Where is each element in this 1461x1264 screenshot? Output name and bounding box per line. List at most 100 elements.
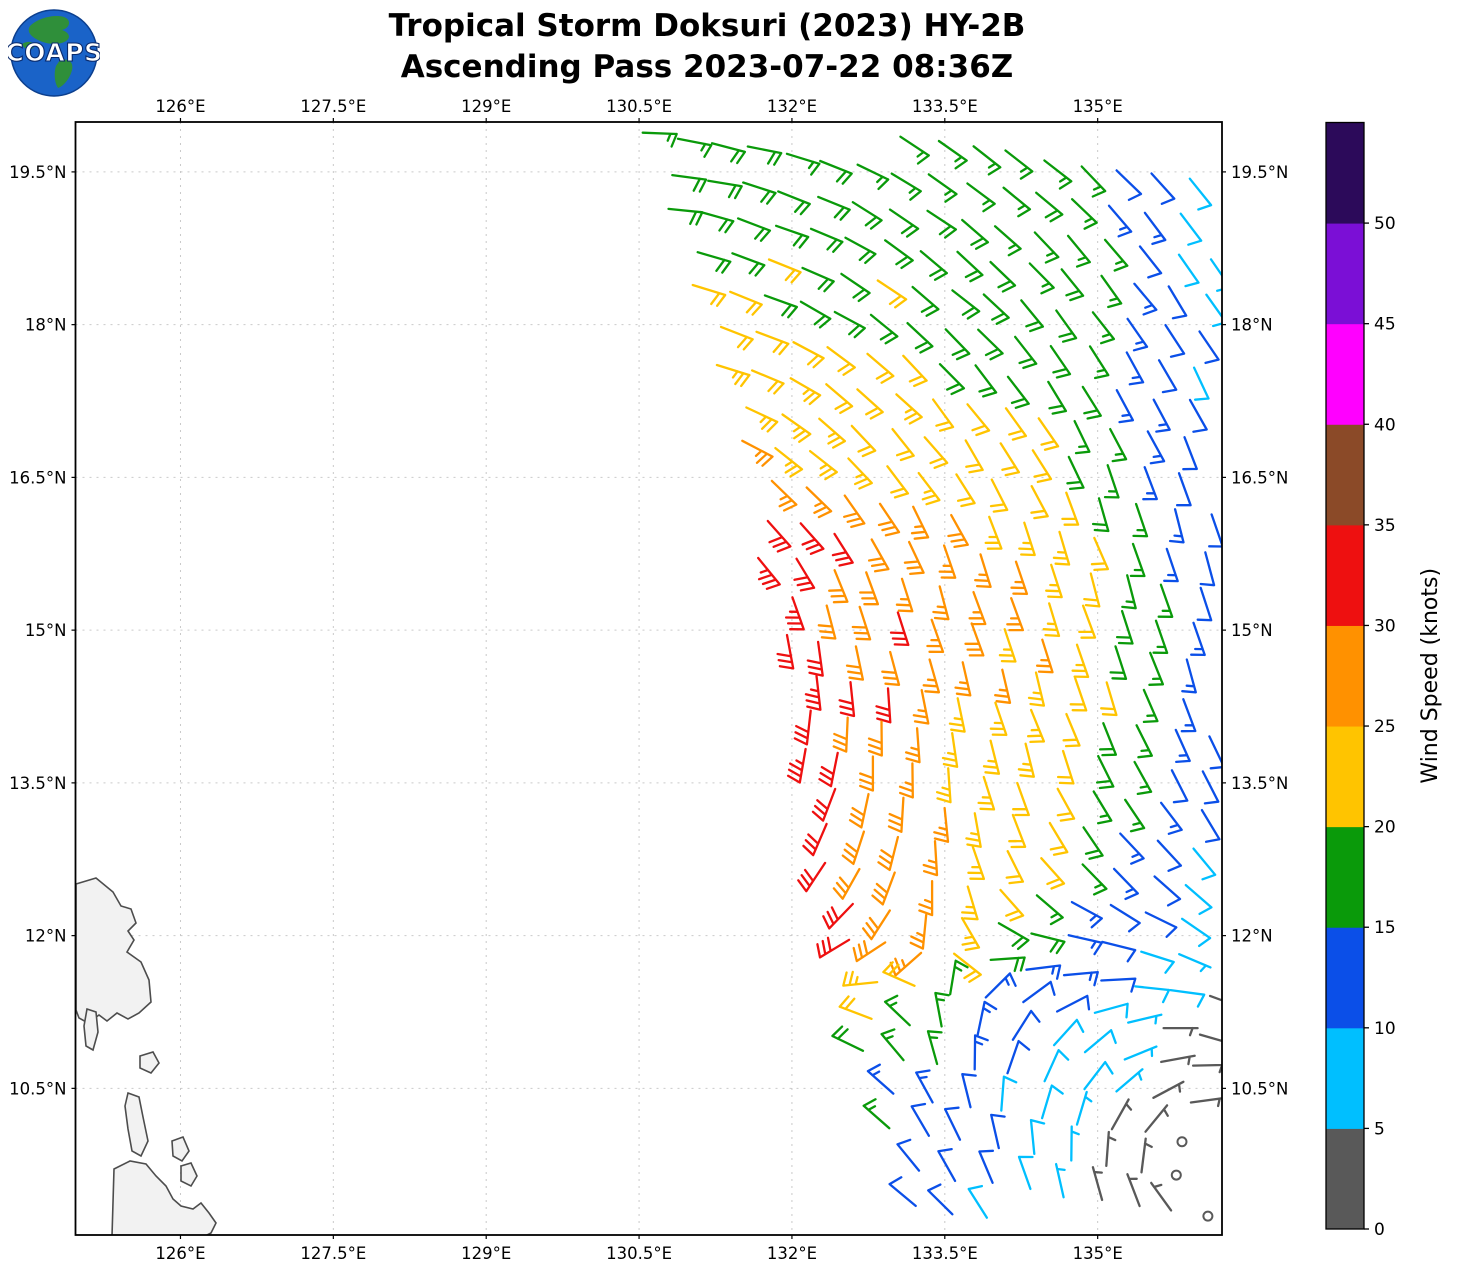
lon-tick-label-top: 132°E [767,97,817,116]
colorbar-segment [1326,726,1364,828]
wind-barb [1126,1173,1141,1208]
wind-barb [904,727,921,764]
wind-barb [1052,530,1071,566]
wind-barb [1071,643,1090,679]
wind-barb [1030,932,1066,955]
lat-tick-label-right: 15°N [1231,621,1273,640]
wind-barb [1100,274,1123,309]
wind-barb [977,775,996,811]
calm-circle [1176,1136,1188,1148]
wind-barb [1005,850,1025,885]
wind-barb [1006,1039,1031,1075]
wind-barb [884,239,914,270]
wind-barb [1018,521,1036,557]
wind-barb [774,224,810,249]
wind-barb [1170,769,1189,804]
wind-barb [999,442,1021,477]
wind-barb [1091,497,1110,533]
wind-barb [699,210,735,234]
wind-barb [856,388,884,420]
wind-barb [867,538,890,573]
wind-barb [994,668,1012,704]
wind-barb [1133,282,1158,316]
wind-barb [927,1183,954,1216]
wind-barb [877,502,901,537]
colorbar-segment [1326,1128,1364,1230]
wind-barb [1028,262,1055,295]
wind-barb [1081,863,1108,896]
wind-barb [938,544,957,579]
wind-barb [1012,781,1030,817]
wind-barb [1133,760,1153,796]
wind-barb [831,532,854,567]
wind-barb [967,845,986,881]
wind-barb [1070,1125,1080,1162]
wind-barb [1002,186,1032,218]
wind-barb [1056,787,1076,822]
wind-barb [750,369,785,395]
wind-barb [851,605,872,641]
wind-barb [982,739,1001,775]
wind-barb [1140,1137,1153,1174]
logo-continent-south [54,59,73,88]
colorbar-segment [1326,524,1364,626]
wind-barb [875,687,892,724]
wind-barb [1157,583,1174,618]
wind-barb [966,182,996,213]
wind-barb [1103,464,1120,499]
wind-barb [891,427,915,462]
wind-barb [1142,466,1158,501]
wind-barb [961,218,990,250]
wind-barb [1027,671,1046,707]
wind-barb [1208,994,1222,1002]
logo-text: COAPS [8,38,100,67]
wind-barb [1153,875,1182,907]
wind-barb [1031,449,1053,484]
lon-tick-label-bottom: 129°E [461,1244,511,1263]
wind-barb [990,1113,1006,1150]
wind-barb [851,201,883,230]
wind-barb [1004,407,1028,441]
wind-barb [923,436,949,469]
wind-barb [1110,1098,1133,1131]
wind-barb [1175,472,1192,507]
lon-tick-label-bottom: 133.5°E [912,1244,978,1263]
colorbar-tick-labels: 0 5 10 15 20 25 30 35 40 45 50 [1374,214,1396,1240]
wind-barb [799,522,825,555]
wind-barb [1060,268,1085,302]
wind-barb [1025,964,1062,980]
wind-barb [948,697,966,733]
wind-barb [1132,502,1149,538]
wind-barb [915,1069,934,1104]
wind-barb [1181,658,1197,694]
wind-barb [896,1138,921,1172]
lat-tick-label-right: 18°N [1231,316,1273,335]
wind-barb [776,633,795,670]
wind-barb [973,1034,989,1071]
wind-barb [1126,317,1149,352]
wind-barb [1190,621,1206,657]
colorbar-outline [1325,121,1365,1230]
wind-barb [984,972,1017,999]
wind-barb [789,377,822,406]
wind-barb [1035,191,1064,223]
wind-barb [866,352,895,384]
wind-barb [952,952,982,983]
wind-barb [967,1184,989,1219]
wind-barb [1179,212,1203,246]
wind-barb [1107,204,1133,238]
wind-barb [1101,940,1137,963]
lat-tick-label-left: 18°N [25,316,67,335]
plot-frame [74,121,1223,1236]
wind-barb [1082,826,1104,860]
wind-barb [1095,754,1115,790]
wind-barb [943,1106,962,1141]
wind-barb [934,991,950,1028]
wind-barb [974,553,992,588]
wind-barb [910,1102,931,1137]
wind-barb [922,840,939,877]
wind-barb [1054,1162,1066,1199]
wind-barb [998,628,1017,663]
calm-circle [1170,1169,1182,1181]
